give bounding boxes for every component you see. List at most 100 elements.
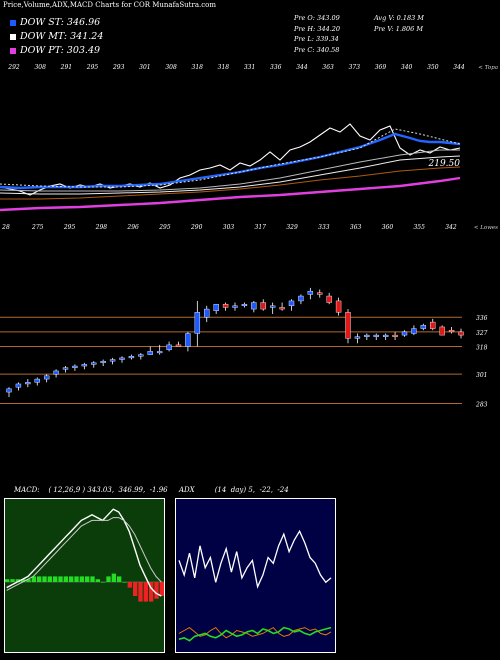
y-tick-label: 327 bbox=[476, 330, 488, 337]
macd-histogram-bar bbox=[10, 579, 15, 582]
candle-body bbox=[430, 321, 436, 329]
bottom-label: 275 bbox=[31, 224, 44, 231]
macd-histogram-bar bbox=[106, 576, 111, 582]
ema-line-magenta bbox=[0, 176, 461, 212]
macd-histogram-bar bbox=[26, 579, 31, 582]
macd-histogram-bar bbox=[149, 582, 154, 602]
candle-body bbox=[241, 303, 248, 307]
legend-dow-mt: DOW MT: 341.24 bbox=[10, 31, 103, 42]
macd-histogram-bar bbox=[159, 582, 164, 596]
top-label: 318 bbox=[218, 64, 230, 71]
candle-body bbox=[401, 331, 408, 336]
ema-line-white-mid bbox=[0, 155, 461, 195]
stat-close: Pre C: 340.58 bbox=[294, 45, 340, 54]
macd-histogram-bar bbox=[90, 576, 95, 582]
legend-swatch-blue bbox=[10, 19, 16, 26]
candle-body bbox=[109, 359, 116, 362]
macd-histogram-bar bbox=[5, 579, 10, 582]
candle-body bbox=[382, 334, 389, 337]
candles bbox=[6, 287, 464, 397]
candle-body bbox=[62, 367, 69, 370]
adx-line bbox=[178, 529, 332, 589]
macd-histogram-bar bbox=[74, 576, 79, 582]
y-tick-label: 336 bbox=[476, 315, 488, 322]
candle-body bbox=[128, 356, 135, 359]
stat-prev-volume: Pre V: 1.806 M bbox=[374, 24, 424, 33]
candle-body bbox=[43, 375, 50, 380]
legend-dow-st-label: DOW ST: 346.96 bbox=[20, 17, 101, 28]
bottom-label: 317 bbox=[255, 224, 267, 231]
adx-line bbox=[178, 626, 332, 639]
bottom-label: 355 bbox=[413, 224, 425, 231]
candle-body bbox=[335, 300, 342, 313]
top-label: 344 bbox=[453, 64, 465, 71]
macd-histogram-bar bbox=[58, 576, 63, 582]
candle-body bbox=[222, 303, 229, 308]
bottom-label: 303 bbox=[223, 224, 235, 231]
candle-body bbox=[345, 312, 351, 339]
adx-line bbox=[178, 626, 332, 642]
macd-line bbox=[6, 508, 162, 597]
candle-body bbox=[326, 295, 332, 303]
top-label: 301 bbox=[139, 64, 150, 71]
top-label: 292 bbox=[7, 64, 20, 71]
stats-left: Pre O: 343.09 Pre H: 344.20 Pre L: 339.3… bbox=[294, 13, 340, 55]
stat-open: Pre O: 343.09 bbox=[294, 14, 340, 22]
candle-body bbox=[147, 351, 153, 355]
candle-body bbox=[166, 344, 172, 350]
macd-histogram-bar bbox=[101, 582, 106, 583]
top-label: 336 bbox=[270, 64, 282, 71]
ema-line-blue bbox=[0, 132, 461, 190]
candle-body bbox=[260, 302, 266, 310]
candle-body bbox=[15, 383, 22, 388]
macd-histogram-bar bbox=[95, 579, 100, 582]
candle-body bbox=[288, 300, 295, 307]
macd-histogram-bar bbox=[133, 582, 138, 596]
legend-dow-mt-label: DOW MT: 341.24 bbox=[20, 31, 104, 42]
candle-body bbox=[448, 330, 455, 333]
candle-body bbox=[317, 292, 323, 295]
top-label: 340 bbox=[401, 64, 413, 71]
macd-histogram-bar bbox=[69, 576, 74, 582]
candle-body bbox=[204, 308, 210, 318]
y-tick-label: 318 bbox=[476, 345, 488, 352]
adx-label: ADX (14 day) 5, -22, -24 bbox=[179, 486, 289, 494]
bottom-label: 298 bbox=[95, 224, 108, 231]
top-label: 363 bbox=[322, 64, 334, 71]
macd-panel bbox=[4, 498, 165, 653]
candle-body bbox=[354, 336, 361, 339]
ema-line-white-dashed bbox=[0, 128, 461, 188]
legend-dow-pt: DOW PT: 303.49 bbox=[10, 45, 100, 56]
candle-body bbox=[373, 334, 379, 337]
bottom-label: 295 bbox=[63, 224, 76, 231]
macd-histogram-bar bbox=[42, 576, 47, 582]
ema-panel: < Topa 292 308 291 295 293 301 308 318 318 331 336… bbox=[0, 64, 498, 231]
candle-body bbox=[439, 326, 445, 336]
candle-body bbox=[175, 344, 182, 347]
macd-histogram-bar bbox=[85, 576, 90, 582]
macd-histogram-bar bbox=[37, 576, 42, 582]
macd-histogram-bar bbox=[21, 579, 26, 582]
chart-title: Price,Volume,ADX,MACD Charts for COR Mun… bbox=[3, 1, 216, 9]
candle-body bbox=[411, 328, 417, 334]
candle-body bbox=[279, 307, 285, 310]
top-label: 331 bbox=[244, 64, 255, 71]
y-tick-label: 283 bbox=[475, 401, 488, 408]
stat-low: Pre L: 339.34 bbox=[294, 35, 339, 43]
macd-histogram-bar bbox=[111, 573, 116, 582]
candle-body bbox=[6, 388, 12, 393]
candle-body bbox=[269, 305, 276, 308]
macd-histogram-bar bbox=[79, 576, 84, 582]
y-tick-labels: 336 327 318 301 283 bbox=[475, 315, 488, 408]
adx-title: ADX bbox=[179, 486, 195, 494]
top-labels: 292 308 291 295 293 301 308 318 318 331 336 344 363 3… bbox=[7, 64, 465, 71]
candle-body bbox=[307, 290, 314, 295]
adx-panel bbox=[175, 498, 336, 653]
volume-axis-label: < Topa bbox=[478, 65, 498, 71]
candle-body bbox=[53, 370, 59, 375]
legend-dow-pt-label: DOW PT: 303.49 bbox=[20, 45, 101, 56]
macd-content bbox=[4, 508, 164, 602]
top-label: 344 bbox=[296, 64, 308, 71]
top-label: 373 bbox=[349, 64, 361, 71]
top-label: 291 bbox=[60, 64, 72, 71]
